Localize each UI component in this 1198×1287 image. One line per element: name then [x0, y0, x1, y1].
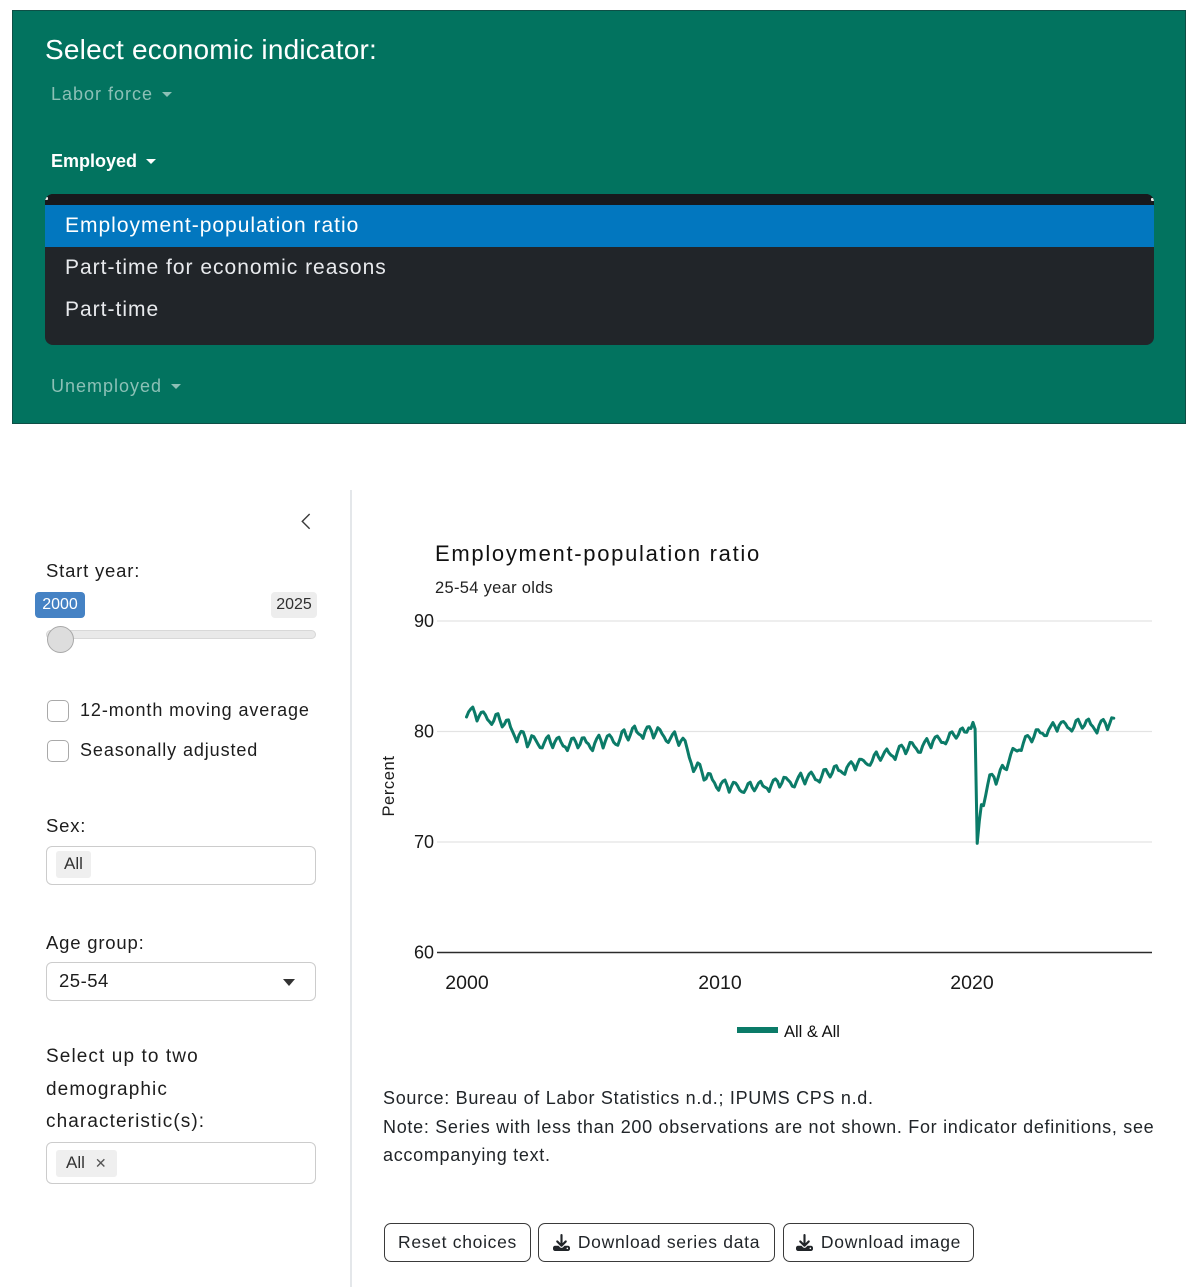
svg-text:All & All: All & All [784, 1023, 840, 1041]
svg-text:2010: 2010 [698, 972, 742, 994]
svg-text:90: 90 [414, 611, 434, 631]
svg-text:2020: 2020 [950, 972, 994, 994]
svg-text:2000: 2000 [445, 972, 489, 994]
svg-text:Percent: Percent [380, 755, 398, 816]
svg-text:70: 70 [414, 832, 434, 852]
svg-text:80: 80 [414, 722, 434, 742]
svg-text:60: 60 [414, 943, 434, 963]
